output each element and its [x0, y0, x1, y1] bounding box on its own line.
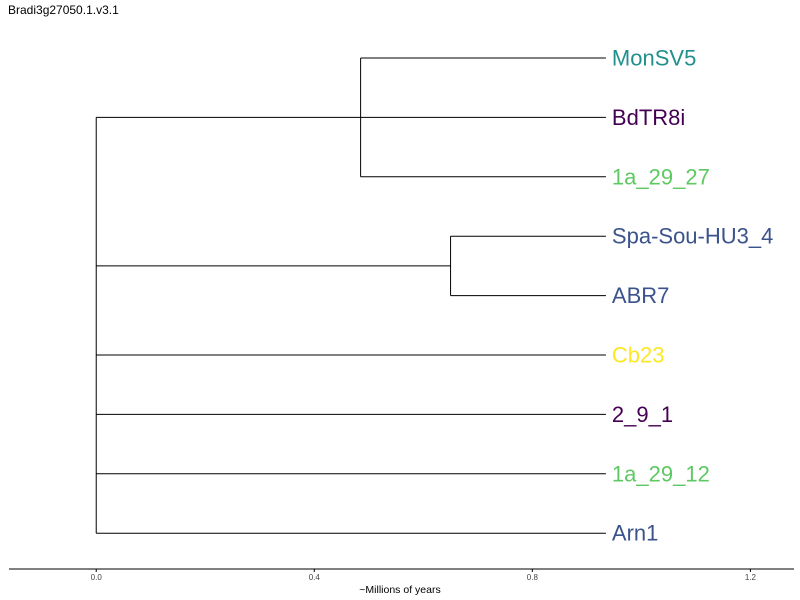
leaf-label: Cb23: [612, 343, 665, 368]
leaf-label: BdTR8i: [612, 105, 685, 130]
leaf-label: Spa-Sou-HU3_4: [612, 224, 773, 249]
page-title: Bradi3g27050.1.v3.1: [8, 3, 119, 17]
leaf-label: Arn1: [612, 521, 658, 546]
x-axis-ticks: 0.0 0.4 0.8 1.2: [91, 569, 757, 582]
leaf-label: 2_9_1: [612, 402, 673, 427]
leaf-label: ABR7: [612, 283, 669, 308]
leaf-label: 1a_29_12: [612, 461, 710, 486]
x-tick-label: 0.4: [309, 573, 321, 582]
x-tick-label: 0.0: [91, 573, 103, 582]
x-axis-label: ~Millions of years: [359, 584, 440, 596]
x-axis: 0.0 0.4 0.8 1.2: [9, 568, 794, 582]
tree-branches: [95, 57, 606, 534]
x-tick-label: 0.8: [527, 573, 539, 582]
leaf-labels: MonSV5 BdTR8i 1a_29_27 Spa-Sou-HU3_4 ABR7 Cb2…: [612, 46, 773, 546]
leaf-label: 1a_29_27: [612, 164, 710, 189]
x-tick-label: 1.2: [745, 573, 757, 582]
leaf-label: MonSV5: [612, 46, 696, 71]
